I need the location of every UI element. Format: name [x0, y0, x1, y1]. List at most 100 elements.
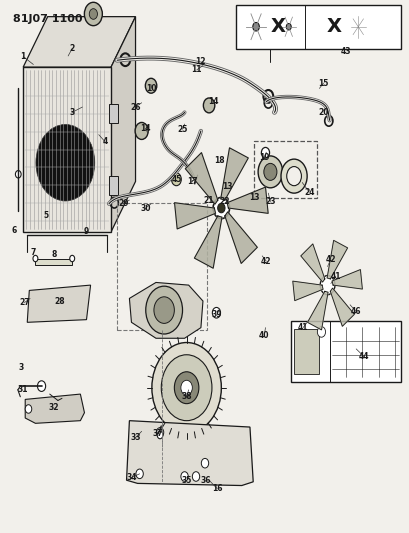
Polygon shape	[126, 421, 253, 486]
Polygon shape	[111, 17, 135, 232]
Polygon shape	[194, 216, 221, 268]
Text: 20: 20	[317, 108, 328, 117]
Text: 44: 44	[358, 352, 369, 361]
Text: 9: 9	[84, 228, 89, 237]
Circle shape	[89, 9, 97, 19]
Text: X: X	[326, 17, 340, 36]
Circle shape	[171, 173, 181, 185]
Text: 21: 21	[203, 196, 214, 205]
Polygon shape	[326, 240, 347, 279]
Text: 5: 5	[43, 212, 48, 221]
Text: 33: 33	[130, 433, 140, 442]
Bar	[23, 67, 111, 232]
Bar	[35, 259, 72, 265]
Text: 18: 18	[213, 156, 224, 165]
Text: 4: 4	[102, 137, 107, 146]
Circle shape	[217, 203, 225, 213]
Text: 13: 13	[222, 182, 232, 191]
Circle shape	[201, 458, 208, 468]
Text: 43: 43	[340, 47, 351, 55]
Polygon shape	[185, 152, 217, 204]
Circle shape	[203, 98, 214, 113]
Text: 45: 45	[171, 175, 181, 184]
Circle shape	[258, 156, 282, 188]
Text: 81J07 1100: 81J07 1100	[13, 14, 82, 24]
Text: 12: 12	[194, 58, 205, 66]
Circle shape	[180, 472, 188, 481]
Text: 42: 42	[325, 255, 335, 263]
Bar	[109, 176, 118, 196]
Text: 41: 41	[330, 272, 340, 280]
Bar	[109, 104, 118, 123]
Text: 27: 27	[19, 298, 29, 307]
Polygon shape	[331, 270, 362, 289]
Circle shape	[70, 255, 74, 262]
Text: 1: 1	[20, 52, 26, 61]
Text: 24: 24	[303, 188, 314, 197]
Circle shape	[136, 469, 143, 479]
Circle shape	[37, 381, 45, 391]
Bar	[117, 203, 207, 330]
Text: 26: 26	[130, 102, 140, 111]
Text: 23: 23	[265, 197, 275, 206]
Polygon shape	[174, 203, 215, 229]
Circle shape	[16, 171, 21, 178]
Bar	[235, 5, 400, 49]
Text: 13: 13	[248, 193, 258, 202]
Polygon shape	[129, 282, 202, 338]
Circle shape	[280, 159, 306, 193]
Circle shape	[145, 78, 156, 93]
Text: 37: 37	[152, 430, 163, 439]
Circle shape	[212, 308, 220, 318]
Polygon shape	[25, 394, 84, 423]
Text: 16: 16	[211, 484, 222, 493]
Text: 10: 10	[146, 84, 157, 93]
Text: 41: 41	[297, 323, 308, 332]
Bar	[254, 141, 317, 198]
Polygon shape	[292, 281, 322, 301]
Text: 14: 14	[140, 124, 151, 133]
Text: 31: 31	[18, 385, 28, 394]
Text: 3: 3	[70, 108, 75, 117]
Text: 15: 15	[317, 78, 328, 87]
Polygon shape	[307, 292, 327, 330]
Circle shape	[33, 255, 38, 262]
Circle shape	[319, 276, 334, 295]
Text: 11: 11	[191, 66, 202, 74]
Polygon shape	[300, 244, 324, 282]
Polygon shape	[23, 17, 135, 67]
Text: 39: 39	[211, 310, 222, 319]
Polygon shape	[27, 285, 90, 322]
Text: 30: 30	[140, 204, 151, 213]
Text: 7: 7	[31, 248, 36, 257]
Circle shape	[174, 372, 198, 403]
Circle shape	[213, 197, 229, 219]
Circle shape	[153, 297, 174, 324]
Text: 28: 28	[54, 296, 65, 305]
Circle shape	[161, 355, 211, 421]
Text: 32: 32	[48, 403, 59, 412]
Text: 38: 38	[181, 392, 191, 401]
Circle shape	[180, 380, 192, 395]
Text: X: X	[270, 17, 285, 36]
Text: 17: 17	[187, 177, 198, 186]
Text: 25: 25	[177, 125, 187, 134]
Circle shape	[156, 427, 163, 437]
Polygon shape	[224, 212, 257, 263]
Text: 35: 35	[181, 476, 191, 484]
Circle shape	[192, 472, 199, 481]
Text: 36: 36	[200, 476, 211, 484]
Text: 3: 3	[18, 363, 24, 372]
Circle shape	[135, 123, 148, 140]
Circle shape	[261, 148, 269, 158]
Circle shape	[151, 343, 221, 433]
Text: 19: 19	[258, 153, 269, 162]
Text: 34: 34	[126, 473, 136, 482]
Text: 8: 8	[51, 250, 56, 259]
Circle shape	[36, 124, 94, 201]
Polygon shape	[330, 288, 353, 326]
Circle shape	[285, 23, 290, 30]
Text: 22: 22	[219, 197, 229, 206]
Circle shape	[286, 166, 301, 185]
Circle shape	[84, 2, 102, 26]
